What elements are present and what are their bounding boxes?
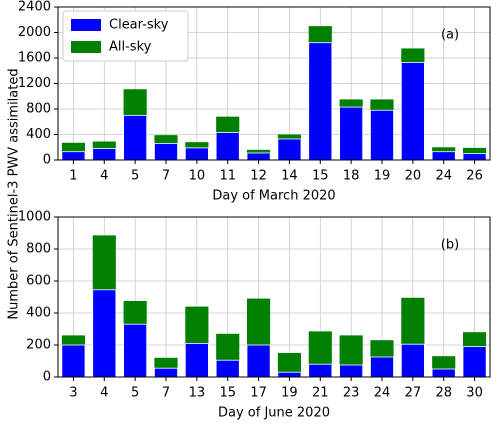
plot-frame (57, 6, 491, 161)
x-axis-label: Day of June 2020 (218, 406, 330, 421)
legend-swatch (71, 19, 101, 31)
bar (370, 109, 394, 161)
x-tick-label: 27 (405, 386, 422, 401)
panel-label: (a) (441, 28, 459, 43)
bar (123, 323, 148, 378)
bar (61, 344, 86, 378)
x-tick-label: 24 (374, 386, 391, 401)
x-tick-label: 18 (343, 169, 360, 184)
x-tick-label: 19 (374, 169, 391, 184)
bar (277, 138, 302, 161)
x-tick-label: 21 (312, 386, 329, 401)
bar (308, 42, 333, 161)
legend-label: Clear-sky (109, 18, 169, 33)
x-axis-label: Day of March 2020 (212, 189, 335, 204)
y-tick-label: 1200 (18, 76, 51, 91)
bar (431, 151, 456, 161)
panel-label: (b) (441, 238, 459, 253)
bar (277, 371, 302, 378)
y-tick-label: 1000 (18, 210, 51, 225)
bar (431, 368, 456, 378)
x-tick-label: 14 (281, 169, 298, 184)
x-tick-label: 13 (189, 386, 206, 401)
y-tick-label: 800 (26, 242, 51, 257)
bar (215, 132, 240, 161)
x-tick-label: 4 (100, 169, 108, 184)
x-tick-label: 7 (162, 386, 170, 401)
x-tick-label: 19 (281, 386, 298, 401)
x-tick-label: 15 (312, 169, 329, 184)
bar (123, 114, 148, 161)
plot-frame (57, 216, 491, 378)
y-tick-label: 400 (26, 306, 51, 321)
bar (339, 106, 364, 161)
bar (462, 346, 487, 378)
legend-swatch (71, 41, 101, 53)
bar (462, 153, 487, 161)
bar (154, 367, 178, 378)
bar (92, 289, 117, 378)
y-tick-label: 200 (26, 338, 51, 353)
bar (370, 356, 394, 378)
x-tick-label: 20 (405, 169, 422, 184)
bar (308, 363, 333, 378)
x-tick-label: 11 (219, 169, 236, 184)
x-tick-label: 26 (466, 169, 483, 184)
y-tick-label: 400 (26, 127, 51, 142)
bar (400, 62, 425, 161)
bar (154, 143, 178, 161)
y-tick-label: 800 (26, 102, 51, 117)
x-tick-label: 23 (343, 386, 360, 401)
x-tick-label: 1 (69, 169, 77, 184)
y-tick-label: 600 (26, 274, 51, 289)
x-tick-label: 28 (435, 386, 452, 401)
bar (215, 359, 240, 378)
chart: 0 200 400 600 800 1000 3 4 5 7 13 15 17 19 21 23 24 27 28 3… (18, 210, 491, 421)
y-tick-label: 2400 (18, 0, 51, 15)
bar (184, 147, 209, 161)
y-tick-label: 0 (43, 370, 51, 385)
y-tick-label: 0 (43, 153, 51, 168)
x-tick-label: 3 (69, 386, 77, 401)
x-tick-label: 10 (189, 169, 206, 184)
bar (246, 344, 271, 378)
y-tick-label: 2000 (18, 25, 51, 40)
bar (61, 151, 86, 161)
y-tick-label: 1600 (18, 51, 51, 66)
x-tick-label: 15 (219, 386, 236, 401)
bar (277, 353, 301, 377)
legend-label: All-sky (109, 40, 152, 55)
bar (184, 342, 209, 378)
x-tick-label: 5 (131, 169, 139, 184)
x-tick-label: 30 (466, 386, 483, 401)
x-tick-label: 12 (250, 169, 267, 184)
bar (246, 152, 271, 161)
x-tick-label: 24 (435, 169, 452, 184)
x-tick-label: 17 (250, 386, 267, 401)
bar (339, 364, 364, 378)
x-tick-label: 4 (100, 386, 108, 401)
bar (400, 343, 425, 378)
bar (92, 148, 117, 161)
x-tick-label: 7 (162, 169, 170, 184)
x-tick-label: 5 (131, 386, 139, 401)
y-axis-label: Number of Sentinel-3 PWV assimilated (7, 68, 22, 319)
